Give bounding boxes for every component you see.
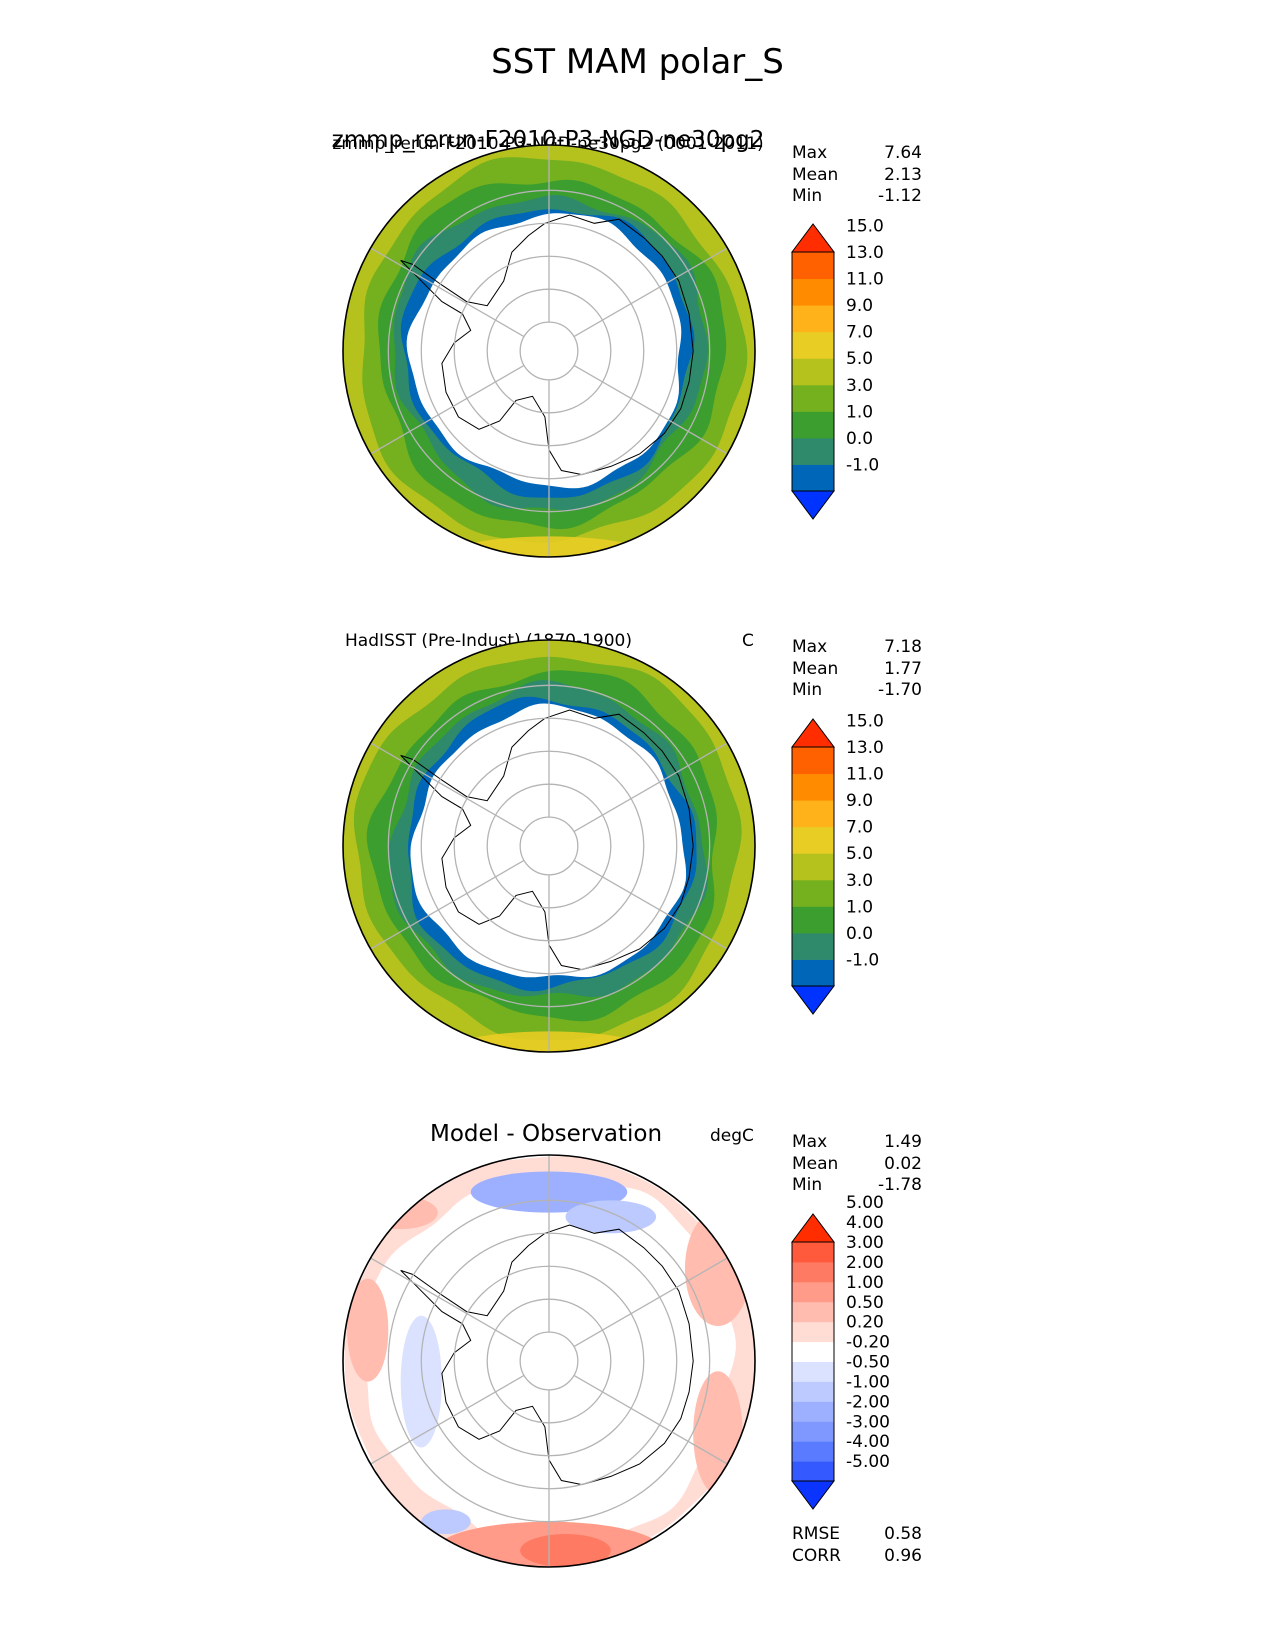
- colorbar-tick-label: 1.0: [846, 897, 873, 917]
- panel3-metrics: RMSE 0.58 CORR 0.96: [792, 1524, 922, 1567]
- colorbar-tick-label: 5.00: [846, 1193, 884, 1213]
- colorbar-tick-label: 15.0: [846, 711, 884, 731]
- panel1-overlay-title: zmmp_rerun-F2010-P3-NGD-ne30pg2 (0001-20…: [332, 134, 764, 154]
- stat-mean-label: Mean: [792, 1153, 839, 1174]
- stat-min-label: Min: [792, 1175, 823, 1195]
- colorbar-tick-label: 7.0: [846, 323, 873, 343]
- colorbar-tick-label: -5.00: [846, 1452, 890, 1472]
- colorbar-tick-label: 13.0: [846, 738, 884, 758]
- colorbar-tick-label: 3.0: [846, 376, 873, 396]
- stat-max-label: Max: [792, 637, 828, 657]
- colorbar-tick-label: 4.00: [846, 1213, 884, 1233]
- colorbar-tick-label: 7.0: [846, 818, 873, 838]
- colorbar-tick-label: -3.00: [846, 1412, 890, 1432]
- panel2-units: C: [742, 631, 754, 651]
- panel3-stats: Max 1.49 Mean 0.02 Min -1.78: [792, 1132, 922, 1197]
- stat-mean-label: Mean: [792, 164, 839, 185]
- stat-max-value: 7.64: [884, 143, 922, 163]
- colorbar-tick-label: 0.20: [846, 1313, 884, 1333]
- stat-min-value: -1.70: [878, 680, 922, 700]
- colorbar-tick-label: -4.00: [846, 1432, 890, 1452]
- colorbar-tick-label: 11.0: [846, 765, 884, 785]
- stat-max-value: 7.18: [884, 637, 922, 657]
- stat-mean-label: Mean: [792, 658, 839, 679]
- rmse-label: RMSE: [792, 1524, 841, 1544]
- colorbar-tick-label: 1.00: [846, 1273, 884, 1293]
- panel2-stats: Max 7.18 Mean 1.77 Min -1.70: [792, 637, 922, 702]
- stat-min-label: Min: [792, 186, 823, 206]
- stat-min-value: -1.12: [878, 186, 922, 206]
- colorbar-tick-label: 0.0: [846, 429, 873, 449]
- stat-mean-value: 1.77: [884, 658, 922, 679]
- colorbar-tick-label: -1.00: [846, 1372, 890, 1392]
- stat-min-value: -1.78: [878, 1175, 922, 1195]
- colorbar-tick-label: 11.0: [846, 270, 884, 290]
- colorbar-tick-label: 13.0: [846, 243, 884, 263]
- colorbar-3: -5.00-4.00-3.00-2.00-1.00-0.50-0.200.200…: [791, 1193, 890, 1510]
- colorbar-tick-label: -2.00: [846, 1392, 890, 1412]
- polar-map-1: [342, 144, 756, 558]
- polar-map-2: [342, 639, 756, 1053]
- stat-mean-value: 0.02: [884, 1153, 922, 1174]
- colorbar-tick-label: -1.0: [846, 455, 879, 475]
- colorbar-tick-label: 1.0: [846, 402, 873, 422]
- panel3-title: Model - Observation: [430, 1121, 663, 1147]
- rmse-value: 0.58: [884, 1524, 922, 1544]
- colorbar-tick-label: 3.00: [846, 1233, 884, 1253]
- panel1-stats: Max 7.64 Mean 2.13 Min -1.12: [792, 143, 922, 208]
- colorbar-tick-label: 5.0: [846, 349, 873, 369]
- colorbar-tick-label: -1.0: [846, 950, 879, 970]
- colorbar-tick-label: 3.0: [846, 871, 873, 891]
- colorbar-2: -1.0 0.0 1.0 3.0 5.0 7.0 9.0 11.0 13.0 15.0: [791, 711, 884, 1015]
- colorbar-tick-label: 9.0: [846, 296, 873, 316]
- colorbar-1: -1.0 0.0 1.0 3.0 5.0 7.0 9.0 11.0 13.0 15.0: [791, 216, 884, 520]
- stat-max-label: Max: [792, 143, 828, 163]
- corr-label: CORR: [792, 1545, 841, 1566]
- colorbar-tick-label: -0.50: [846, 1353, 890, 1373]
- stat-max-label: Max: [792, 1132, 828, 1152]
- colorbar-tick-label: 0.50: [846, 1293, 884, 1313]
- stat-min-label: Min: [792, 680, 823, 700]
- colorbar-tick-label: 15.0: [846, 216, 884, 236]
- colorbar-tick-label: 9.0: [846, 791, 873, 811]
- stat-max-value: 1.49: [884, 1132, 922, 1152]
- colorbar-tick-label: 0.0: [846, 924, 873, 944]
- panel3-units: degC: [710, 1126, 754, 1146]
- colorbar-tick-label: -0.20: [846, 1333, 890, 1353]
- stat-mean-value: 2.13: [884, 164, 922, 185]
- figure-title: SST MAM polar_S: [491, 42, 784, 82]
- polar-map-3: [342, 1154, 756, 1568]
- colorbar-tick-label: 5.0: [846, 844, 873, 864]
- corr-value: 0.96: [884, 1545, 922, 1566]
- colorbar-tick-label: 2.00: [846, 1253, 884, 1273]
